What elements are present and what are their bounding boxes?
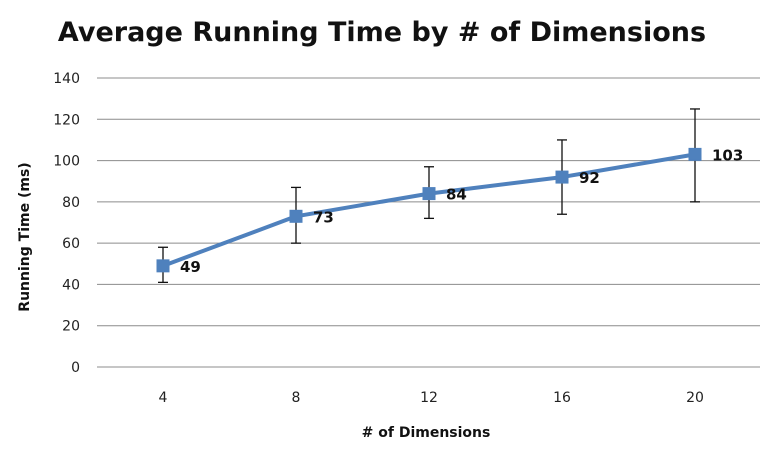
- y-tick-label: 20: [62, 319, 80, 335]
- y-tick-label: 40: [62, 277, 80, 293]
- data-labels: 49 73 84 92 103: [180, 146, 743, 275]
- data-label: 84: [446, 186, 467, 204]
- x-tick-label: 8: [292, 390, 301, 406]
- data-point-marker: [156, 259, 170, 273]
- x-axis-ticks: 4 8 12 16 20: [159, 390, 704, 406]
- y-tick-label: 120: [53, 112, 80, 128]
- y-tick-label: 60: [62, 236, 80, 252]
- x-tick-label: 12: [420, 390, 438, 406]
- data-label: 73: [313, 208, 334, 226]
- data-label: 49: [180, 258, 201, 276]
- x-tick-label: 20: [686, 390, 704, 406]
- data-label: 103: [712, 146, 743, 164]
- y-tick-label: 0: [71, 360, 80, 376]
- x-axis-title: # of Dimensions: [362, 425, 491, 441]
- data-label: 92: [579, 169, 600, 187]
- y-tick-label: 100: [53, 154, 80, 170]
- data-point-marker: [289, 209, 303, 223]
- x-tick-label: 4: [159, 390, 168, 406]
- data-point-marker: [555, 170, 569, 184]
- y-axis-ticks: 0 20 40 60 80 100 120 140: [53, 71, 80, 376]
- chart-title: Average Running Time by # of Dimensions: [58, 17, 706, 48]
- data-points: [156, 147, 702, 273]
- y-tick-label: 80: [62, 195, 80, 211]
- y-tick-label: 140: [53, 71, 80, 87]
- gridlines: [97, 77, 760, 327]
- data-point-marker: [688, 147, 702, 161]
- y-axis-title: Running Time (ms): [17, 162, 33, 311]
- data-point-marker: [422, 187, 436, 201]
- x-tick-label: 16: [553, 390, 571, 406]
